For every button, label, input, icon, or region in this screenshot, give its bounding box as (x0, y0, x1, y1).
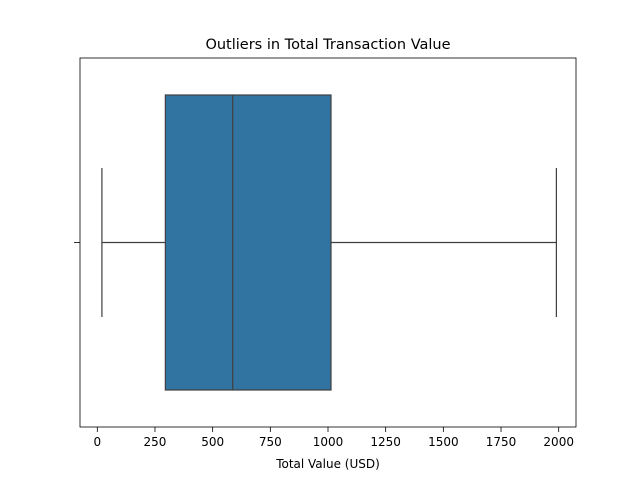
plot-area (101, 94, 557, 391)
x-tick-label: 1250 (370, 435, 401, 449)
x-tick-label: 1000 (313, 435, 344, 449)
x-tick-label: 500 (201, 435, 224, 449)
x-axis: 0 250 500 750 1000 1250 1500 1750 2000 (93, 427, 574, 449)
x-tick-label: 2000 (543, 435, 574, 449)
x-tick-label: 0 (93, 435, 101, 449)
chart-title: Outliers in Total Transaction Value (205, 37, 450, 53)
x-axis-label: Total Value (USD) (275, 457, 380, 471)
x-tick-label: 250 (144, 435, 167, 449)
x-tick-label: 1750 (486, 435, 517, 449)
x-tick-label: 750 (259, 435, 282, 449)
x-tick-label: 1500 (428, 435, 459, 449)
iqr-box (164, 94, 332, 391)
